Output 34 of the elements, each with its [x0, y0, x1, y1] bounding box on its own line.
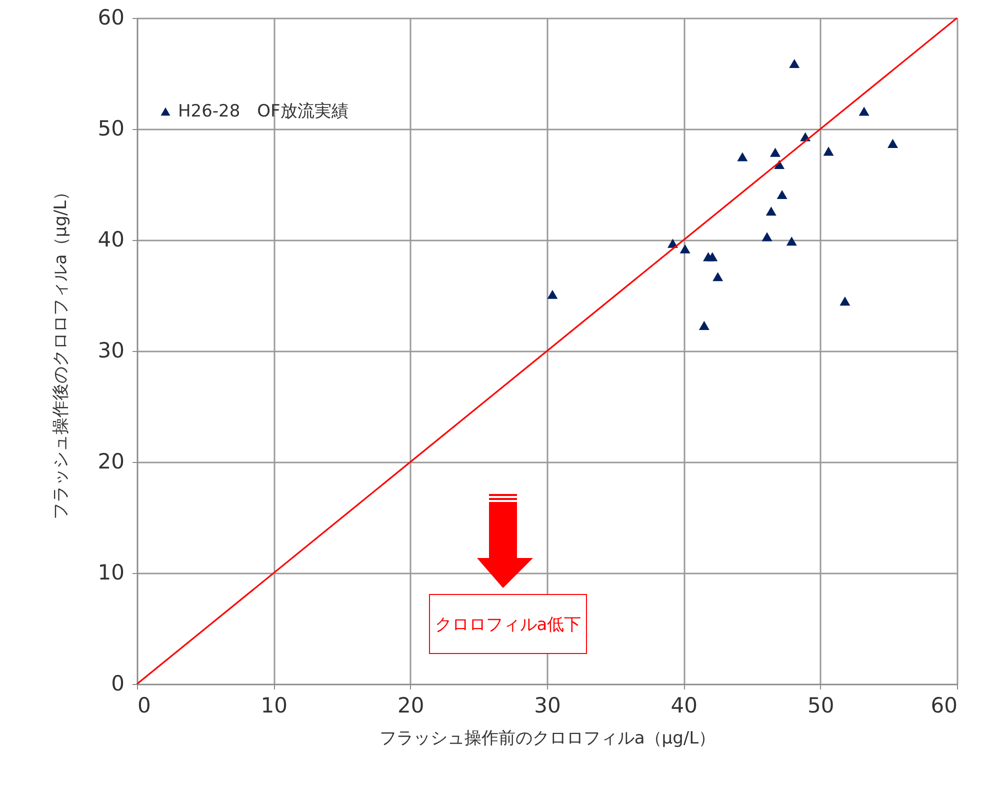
y-axis-title: フラッシュ操作後のクロロフィルa（μg/L） [50, 183, 71, 520]
point [766, 206, 776, 216]
point [707, 252, 718, 262]
x-tick-label: 20 [397, 694, 424, 718]
point [786, 236, 797, 246]
y-tick-label: 20 [98, 450, 124, 474]
legend-label: H26-28 OF放流実績 [178, 102, 348, 122]
point [737, 152, 748, 162]
y-tick-label: 50 [98, 116, 124, 140]
y-tick-label: 40 [98, 228, 124, 252]
x-tick-label: 50 [807, 694, 834, 718]
y-tick-label: 0 [111, 672, 124, 696]
point [858, 106, 870, 116]
x-tick-label: 0 [138, 694, 151, 718]
point [789, 58, 800, 68]
point [770, 148, 780, 157]
x-tick-label: 30 [534, 694, 561, 718]
x-axis-title: フラッシュ操作前のクロロフィルa（μg/L） [379, 728, 716, 748]
x-tick-label: 40 [670, 694, 698, 718]
annotation: クロロフィルa低下 [429, 594, 587, 654]
point [823, 146, 834, 156]
point [888, 138, 898, 148]
y-tick-label: 30 [98, 338, 124, 362]
point [698, 320, 710, 330]
y-tick-label: 60 [98, 6, 124, 30]
point [840, 296, 850, 306]
point [712, 272, 724, 282]
point [776, 190, 788, 200]
x-tick-label: 10 [260, 694, 288, 718]
point [762, 232, 772, 242]
y-tick-label: 10 [98, 560, 124, 584]
point [547, 290, 558, 299]
point [680, 244, 690, 254]
x-tick-label: 60 [930, 694, 958, 718]
